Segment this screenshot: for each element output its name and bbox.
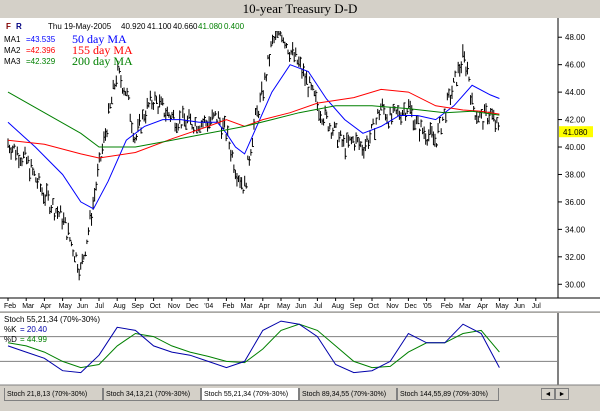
tool-r-button: R (16, 22, 22, 31)
header-bar (2, 20, 302, 31)
scroll-right-button[interactable]: ► (555, 388, 569, 400)
stoch-axis-bg (558, 313, 600, 385)
date-tick-label: Sep (131, 303, 144, 310)
chart-title: 10-year Treasury D-D (242, 1, 358, 16)
tab-stoch-21[interactable]: Stoch 21,8,13 (70%-30%) (4, 388, 103, 401)
stoch-d-value: = 44.99 (20, 335, 47, 344)
date-tick-label: May (59, 303, 73, 310)
price-tick-label: 36.00 (565, 198, 586, 207)
ma155-line (7, 88, 500, 159)
price-axis-bg (558, 18, 600, 298)
tab-stoch-144[interactable]: Stoch 144,55,89 (70%-30%) (397, 388, 499, 401)
last-price-label: 41.080 (563, 128, 588, 137)
date-tick-label: '05 (423, 303, 432, 310)
date-tick-label: Dec (186, 303, 199, 310)
date-tick-label: Jun (295, 303, 306, 310)
date-tick-label: Feb (222, 303, 234, 310)
price-tick-label: 44.00 (565, 88, 586, 97)
date-tick-label: Mar (459, 303, 472, 310)
ma-value: =43.535 (26, 35, 56, 44)
date-tick-label: Oct (368, 303, 379, 310)
stoch-d-label: %D (4, 335, 17, 344)
date-tick-label: Feb (4, 303, 16, 310)
ma-name: 50 day MA (72, 32, 127, 46)
date-tick-label: Apr (40, 303, 52, 310)
price-tick-label: 32.00 (565, 253, 586, 262)
date-tick-label: Apr (259, 303, 271, 310)
ma-value: =42.396 (26, 46, 56, 55)
date-tick-label: Jul (532, 303, 541, 310)
date-tick-label: Mar (22, 303, 35, 310)
header-close: 41.080 (198, 22, 223, 31)
date-tick-label: May (495, 303, 509, 310)
price-tick-label: 42.00 (565, 116, 586, 125)
date-tick-label: Mar (241, 303, 254, 310)
header-change: 0.400 (224, 22, 245, 31)
price-tick-label: 34.00 (565, 225, 586, 234)
ma-name: 155 day MA (72, 43, 133, 57)
date-tick-label: Dec (404, 303, 417, 310)
stoch-k-line (7, 320, 500, 374)
date-tick-label: '04 (204, 303, 213, 310)
stoch-k-value: = 20.40 (20, 325, 47, 334)
price-tick-label: 48.00 (565, 33, 586, 42)
date-tick-label: May (277, 303, 291, 310)
header-open: 40.920 (121, 22, 146, 31)
header-high: 41.100 (147, 22, 172, 31)
price-tick-label: 30.00 (565, 280, 586, 289)
date-tick-label: Sep (350, 303, 363, 310)
price-bars (7, 21, 500, 281)
last-price-highlight (559, 126, 593, 138)
ma200-line (7, 91, 500, 148)
tab-stoch-89[interactable]: Stoch 89,34,55 (70%-30%) (299, 388, 397, 401)
date-tick-label: Aug (113, 303, 126, 310)
date-tick-label: Oct (150, 303, 161, 310)
stoch-k-label: %K (4, 325, 17, 334)
date-tick-label: Feb (441, 303, 453, 310)
tab-stoch-34[interactable]: Stoch 34,13,21 (70%-30%) (103, 388, 201, 401)
date-tick-label: Jun (514, 303, 525, 310)
ma-name: 200 day MA (72, 54, 133, 68)
stoch-d-line (7, 323, 500, 369)
date-tick-label: Jul (313, 303, 322, 310)
ma-key: MA1 (4, 35, 21, 44)
header-low: 40.660 (173, 22, 198, 31)
tool-f-button: F (6, 22, 11, 31)
date-axis-bg (0, 298, 600, 312)
scroll-left-button[interactable]: ◄ (541, 388, 555, 400)
date-tick-label: Jul (95, 303, 104, 310)
header-date: Thu 19-May-2005 (48, 22, 112, 31)
date-tick-label: Nov (168, 303, 181, 310)
date-tick-label: Jun (77, 303, 88, 310)
price-tick-label: 38.00 (565, 170, 586, 179)
ma-value: =42.329 (26, 57, 56, 66)
ma-key: MA3 (4, 57, 21, 66)
price-tick-label: 40.00 (565, 143, 586, 152)
tab-stoch-55[interactable]: Stoch 55,21,34 (70%-30%) (201, 388, 299, 401)
ma50-line (7, 64, 500, 210)
ma-key: MA2 (4, 46, 21, 55)
stoch-title: Stoch 55,21,34 (70%-30%) (4, 315, 100, 324)
date-tick-label: Nov (386, 303, 399, 310)
date-tick-label: Aug (332, 303, 345, 310)
price-tick-label: 46.00 (565, 61, 586, 70)
date-tick-label: Apr (477, 303, 489, 310)
